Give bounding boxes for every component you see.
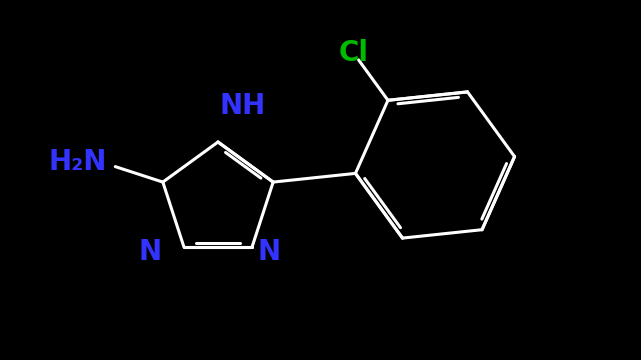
Text: H₂N: H₂N [49, 148, 107, 176]
Text: N: N [257, 238, 280, 266]
Text: N: N [139, 238, 162, 266]
Text: Cl: Cl [339, 39, 369, 67]
Text: NH: NH [220, 92, 266, 120]
